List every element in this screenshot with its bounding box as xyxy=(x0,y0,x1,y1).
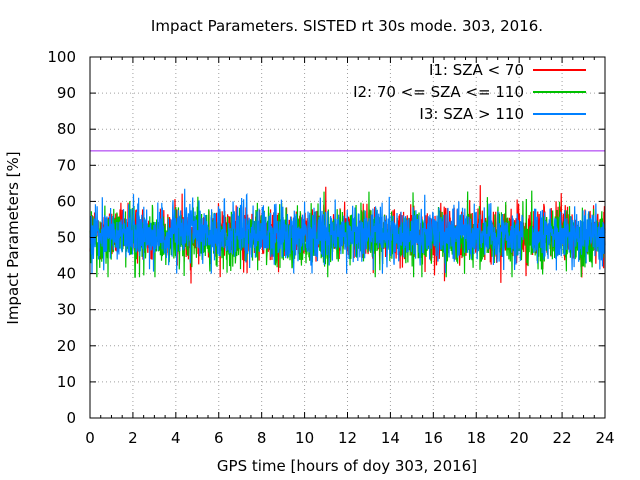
x-tick-label-8: 16 xyxy=(424,429,443,447)
series-line-3 xyxy=(89,188,606,274)
x-tick-label-4: 8 xyxy=(257,429,267,447)
x-tick-label-3: 6 xyxy=(214,429,224,447)
x-tick-labels: 0 2 4 6 8 10 12 14 16 18 20 22 24 xyxy=(85,429,614,447)
y-tick-labels: 0 10 20 30 40 50 60 70 80 90 100 xyxy=(47,48,76,427)
y-tick-label-3: 30 xyxy=(57,301,76,319)
y-tick-label-9: 90 xyxy=(57,84,76,102)
y-tick-label-6: 60 xyxy=(57,192,76,210)
x-tick-label-5: 10 xyxy=(295,429,314,447)
y-tick-label-1: 10 xyxy=(57,373,76,391)
x-tick-label-10: 20 xyxy=(510,429,529,447)
x-tick-label-9: 18 xyxy=(467,429,486,447)
y-tick-label-2: 20 xyxy=(57,337,76,355)
x-tick-label-2: 4 xyxy=(171,429,181,447)
legend-label-1: I1: SZA < 70 xyxy=(429,61,524,79)
chart-title: Impact Parameters. SISTED rt 30s mode. 3… xyxy=(151,17,543,35)
y-tick-label-7: 70 xyxy=(57,156,76,174)
legend-label-3: I3: SZA > 110 xyxy=(419,105,524,123)
y-tick-label-4: 40 xyxy=(57,265,76,283)
x-tick-label-12: 24 xyxy=(595,429,614,447)
x-tick-label-6: 12 xyxy=(338,429,357,447)
x-axis-label: GPS time [hours of doy 303, 2016] xyxy=(217,457,477,475)
ticks xyxy=(89,56,606,419)
x-tick-label-1: 2 xyxy=(128,429,138,447)
series-layer xyxy=(89,185,606,284)
legend: I1: SZA < 70 I2: 70 <= SZA <= 110 I3: SZA … xyxy=(353,61,586,123)
y-tick-label-0: 0 xyxy=(66,409,76,427)
legend-label-2: I2: 70 <= SZA <= 110 xyxy=(353,83,524,101)
y-tick-label-10: 100 xyxy=(47,48,76,66)
y-tick-label-5: 50 xyxy=(57,229,76,247)
x-tick-label-0: 0 xyxy=(85,429,95,447)
x-tick-label-11: 22 xyxy=(553,429,572,447)
y-axis-label: Impact Parameters [%] xyxy=(4,151,22,324)
y-tick-label-8: 80 xyxy=(57,120,76,138)
x-tick-label-7: 14 xyxy=(381,429,400,447)
